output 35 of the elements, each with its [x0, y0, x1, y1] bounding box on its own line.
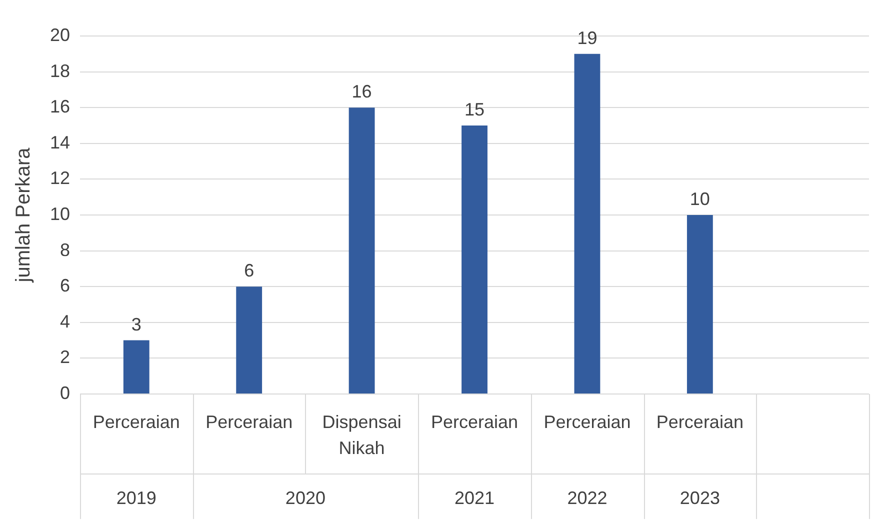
y-axis-title: jumlah Perkara	[12, 146, 35, 284]
bar	[123, 340, 150, 394]
bar	[574, 54, 600, 394]
y-tick-label: 12	[50, 168, 70, 188]
data-label: 10	[690, 188, 710, 209]
y-tick-label: 18	[50, 60, 70, 81]
y-tick-label: 14	[50, 132, 70, 152]
y-tick-label: 6	[60, 276, 70, 296]
x-tick-label: Perceraian	[206, 412, 293, 432]
text: 2022	[567, 488, 608, 508]
x-tick-label: Perceraian	[544, 412, 631, 432]
data-label: 16	[352, 82, 372, 102]
text: 2019	[116, 488, 156, 508]
x-tick-label: Perceraian	[430, 412, 518, 432]
x-tick-label: Perceraian	[92, 412, 180, 432]
data-label: 19	[577, 28, 598, 48]
x-tick-label: Dispensai Nikah	[322, 412, 402, 458]
bar	[462, 126, 488, 394]
y-tick-label: 0	[60, 382, 70, 403]
data-label: 15	[464, 99, 485, 120]
y-tick-label: 10	[50, 204, 70, 224]
y-tick-label: 4	[60, 311, 70, 332]
y-tick-label: 16	[50, 96, 70, 117]
bar	[686, 215, 713, 394]
x-tick-label: Perceraian	[656, 412, 744, 432]
y-tick-label: 20	[50, 24, 70, 45]
bar	[236, 286, 262, 394]
data-label: 3	[131, 314, 142, 334]
bar	[348, 108, 375, 394]
text: 2023	[680, 488, 720, 508]
text: 2021	[454, 488, 495, 508]
data-label: 6	[244, 260, 254, 281]
y-tick-label: 8	[60, 240, 70, 260]
text: 2020	[285, 488, 326, 508]
y-tick-label: 2	[60, 347, 70, 368]
